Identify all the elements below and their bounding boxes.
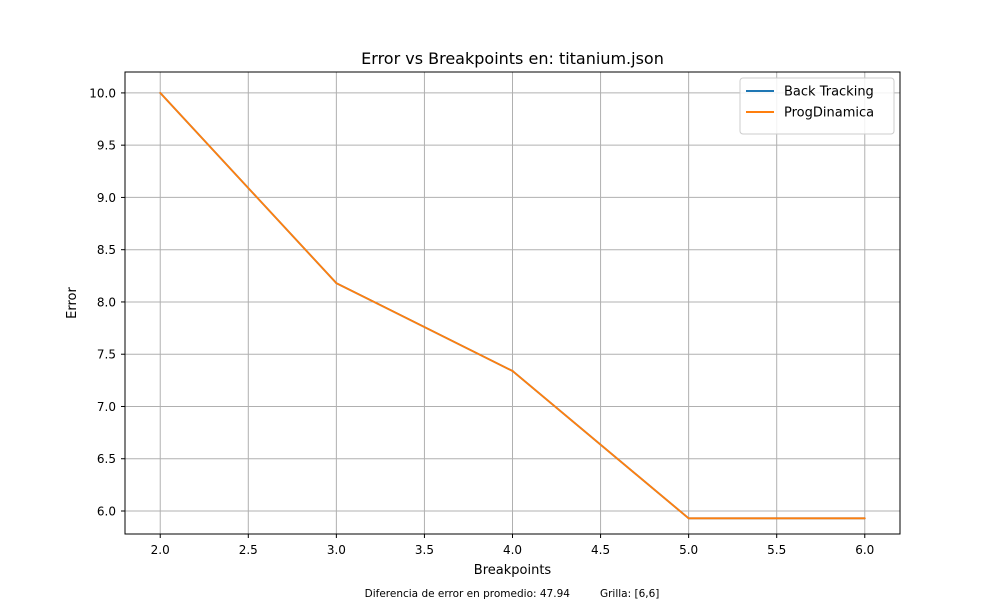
x-tick-label: 4.0 [503,543,522,557]
y-tick-label: 6.5 [97,452,116,466]
data-point [511,370,514,372]
y-tick-label: 7.5 [97,348,116,362]
legend-entry: ProgDinamica [784,106,874,121]
x-tick-label: 2.5 [239,543,258,557]
x-tick-label: 2.0 [151,543,170,557]
y-axis-label: Error [65,287,80,319]
grid [125,72,900,534]
x-tick-label: 3.0 [327,543,346,557]
x-tick-label: 5.5 [767,543,786,557]
series-lines [159,92,866,520]
y-tick-label: 6.0 [97,505,116,519]
data-point [863,517,866,520]
data-point [335,282,338,285]
y-tick-label: 9.0 [97,191,116,205]
x-tick-label: 5.0 [679,543,698,557]
legend-entry: Back Tracking [784,85,874,100]
legend-box [739,77,895,135]
y-tick-label: 7.0 [97,400,116,414]
y-tick-label: 8.0 [97,295,116,309]
y-tick-label: 9.5 [97,139,116,153]
axis-ticks: 2.0 2.5 3.0 3.5 4.0 4.5 5.0 5.5 6.0 6.0 6.5 7.0 7.5 8… [89,86,874,557]
x-tick-label: 3.5 [415,543,434,557]
x-tick-label: 6.0 [855,543,874,557]
x-axis-label: Breakpoints [474,563,552,578]
footer-note: Diferencia de error en promedio: 47.94 G… [365,588,660,600]
chart-title: Error vs Breakpoints en: titanium.json [361,49,664,68]
legend: Back Tracking ProgDinamica [739,77,895,135]
x-tick-label: 4.5 [591,543,610,557]
y-tick-label: 10.0 [89,86,116,100]
y-tick-label: 8.5 [97,243,116,257]
data-point [687,517,690,520]
data-point [159,92,162,94]
